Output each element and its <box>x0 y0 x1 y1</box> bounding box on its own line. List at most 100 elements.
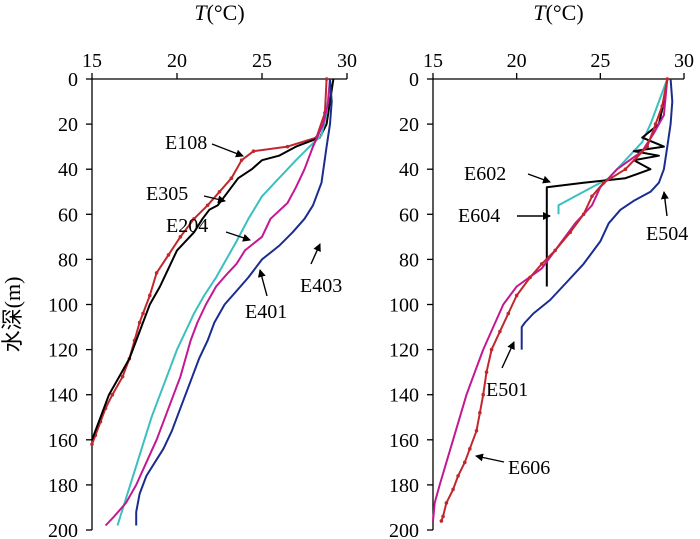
y-tick-label-20: 20 <box>58 114 78 136</box>
series-line-e403 <box>135 78 333 526</box>
data-point-e108 <box>285 144 290 149</box>
data-point-e606 <box>665 77 670 81</box>
x-tick-label-25: 25 <box>252 50 272 72</box>
y-tick-label-100: 100 <box>48 295 78 317</box>
label-arrow-e305 <box>203 195 226 204</box>
data-point-e108 <box>90 442 94 447</box>
data-point-e108 <box>154 271 159 275</box>
data-point-e108 <box>166 253 171 257</box>
y-tick-label-160: 160 <box>389 430 419 452</box>
series-line-e504 <box>520 78 674 350</box>
data-point-e606 <box>481 392 486 397</box>
series-label-e602: E602 <box>464 163 506 185</box>
data-point-e606 <box>528 275 532 280</box>
y-tick-label-140: 140 <box>48 385 78 407</box>
series-label-e606: E606 <box>508 457 550 479</box>
data-point-e108 <box>239 158 244 162</box>
data-point-e606 <box>489 347 494 352</box>
label-arrow-e401 <box>257 269 268 297</box>
data-point-e606 <box>581 212 586 217</box>
y-tick-label-80: 80 <box>399 249 419 271</box>
x-tick-label-30: 30 <box>674 50 694 72</box>
y-tick-label-0: 0 <box>409 69 419 91</box>
label-arrow-e602 <box>527 173 551 184</box>
series-line-e305 <box>91 78 335 441</box>
data-point-e606 <box>539 262 544 266</box>
data-point-e108 <box>251 149 256 153</box>
data-point-e606 <box>590 194 594 199</box>
x-tick-label-15: 15 <box>423 50 443 72</box>
series-label-e204: E204 <box>166 215 208 237</box>
data-point-e108 <box>141 311 145 316</box>
data-point-e606 <box>484 370 489 374</box>
data-point-e606 <box>444 501 449 505</box>
label-arrow-e403 <box>310 243 321 265</box>
series-label-e504: E504 <box>646 223 688 245</box>
series-line-e604 <box>545 78 669 287</box>
data-point-e108 <box>148 293 152 298</box>
series-label-e403: E403 <box>300 275 342 297</box>
y-tick-label-140: 140 <box>389 385 419 407</box>
right-panel: 15 20 25 30 0 20 40 60 80 100 120 140 160 180 200 T(°C)… <box>389 0 694 539</box>
data-point-e606 <box>623 167 628 171</box>
data-point-e606 <box>478 410 482 415</box>
y-tick-label-120: 120 <box>389 340 419 362</box>
label-arrow-e504 <box>660 191 669 217</box>
data-point-e606 <box>441 514 445 519</box>
series-line-e401 <box>104 78 331 527</box>
x-tick-label-20: 20 <box>507 50 527 72</box>
series-label-e305: E305 <box>146 183 188 205</box>
y-tick-label-0: 0 <box>68 69 78 91</box>
y-tick-label-40: 40 <box>399 159 419 181</box>
series-label-e501: E501 <box>486 379 528 401</box>
data-point-e108 <box>178 235 183 239</box>
y-tick-label-120: 120 <box>48 340 78 362</box>
data-point-e606 <box>660 104 665 108</box>
series-label-e401: E401 <box>245 301 287 323</box>
data-point-e606 <box>468 447 472 451</box>
data-point-e606 <box>514 293 519 298</box>
data-point-e108 <box>110 392 115 397</box>
data-point-e606 <box>553 248 557 253</box>
label-arrow-e108 <box>211 143 244 158</box>
data-point-e606 <box>451 487 455 492</box>
y-tick-label-180: 180 <box>48 475 78 497</box>
series-line-e602 <box>557 78 669 215</box>
y-tick-label-180: 180 <box>389 475 419 497</box>
label-arrow-e501 <box>501 341 515 369</box>
data-point-e108 <box>229 176 234 181</box>
data-point-e606 <box>653 122 658 126</box>
y-tick-label-200: 200 <box>389 520 419 539</box>
label-arrow-e606 <box>475 453 505 463</box>
series-line-e606 <box>440 78 669 522</box>
data-point-e108 <box>137 320 142 325</box>
data-point-e606 <box>456 474 460 478</box>
y-tick-label-100: 100 <box>389 295 419 317</box>
data-point-e606 <box>645 144 649 149</box>
y-tick-label-60: 60 <box>58 204 78 226</box>
x-tick-label-20: 20 <box>167 50 187 72</box>
x-axis-title: T(°C) <box>533 0 583 25</box>
data-point-e108 <box>120 374 125 379</box>
data-point-e108 <box>324 77 329 81</box>
y-tick-label-20: 20 <box>399 114 419 136</box>
y-tick-label-200: 200 <box>48 520 78 539</box>
y-tick-label-160: 160 <box>48 430 78 452</box>
y-tick-label-40: 40 <box>58 159 78 181</box>
data-point-e108 <box>192 217 196 221</box>
data-point-e606 <box>498 329 502 334</box>
data-point-e606 <box>474 428 479 433</box>
x-tick-label-30: 30 <box>337 50 357 72</box>
series-label-e108: E108 <box>165 132 207 154</box>
data-point-e606 <box>462 460 467 465</box>
x-tick-label-15: 15 <box>82 50 102 72</box>
data-point-e606 <box>568 230 573 235</box>
series-line-e108 <box>91 78 328 445</box>
data-point-e108 <box>217 189 222 194</box>
series-label-e604: E604 <box>458 205 500 227</box>
y-tick-label-80: 80 <box>58 249 78 271</box>
series-line-e204 <box>116 78 331 526</box>
label-arrow-e204 <box>225 231 251 242</box>
left-panel: 15 20 25 30 0 20 40 60 80 100 120 140 160 180 200 T(°C)… <box>0 0 357 539</box>
